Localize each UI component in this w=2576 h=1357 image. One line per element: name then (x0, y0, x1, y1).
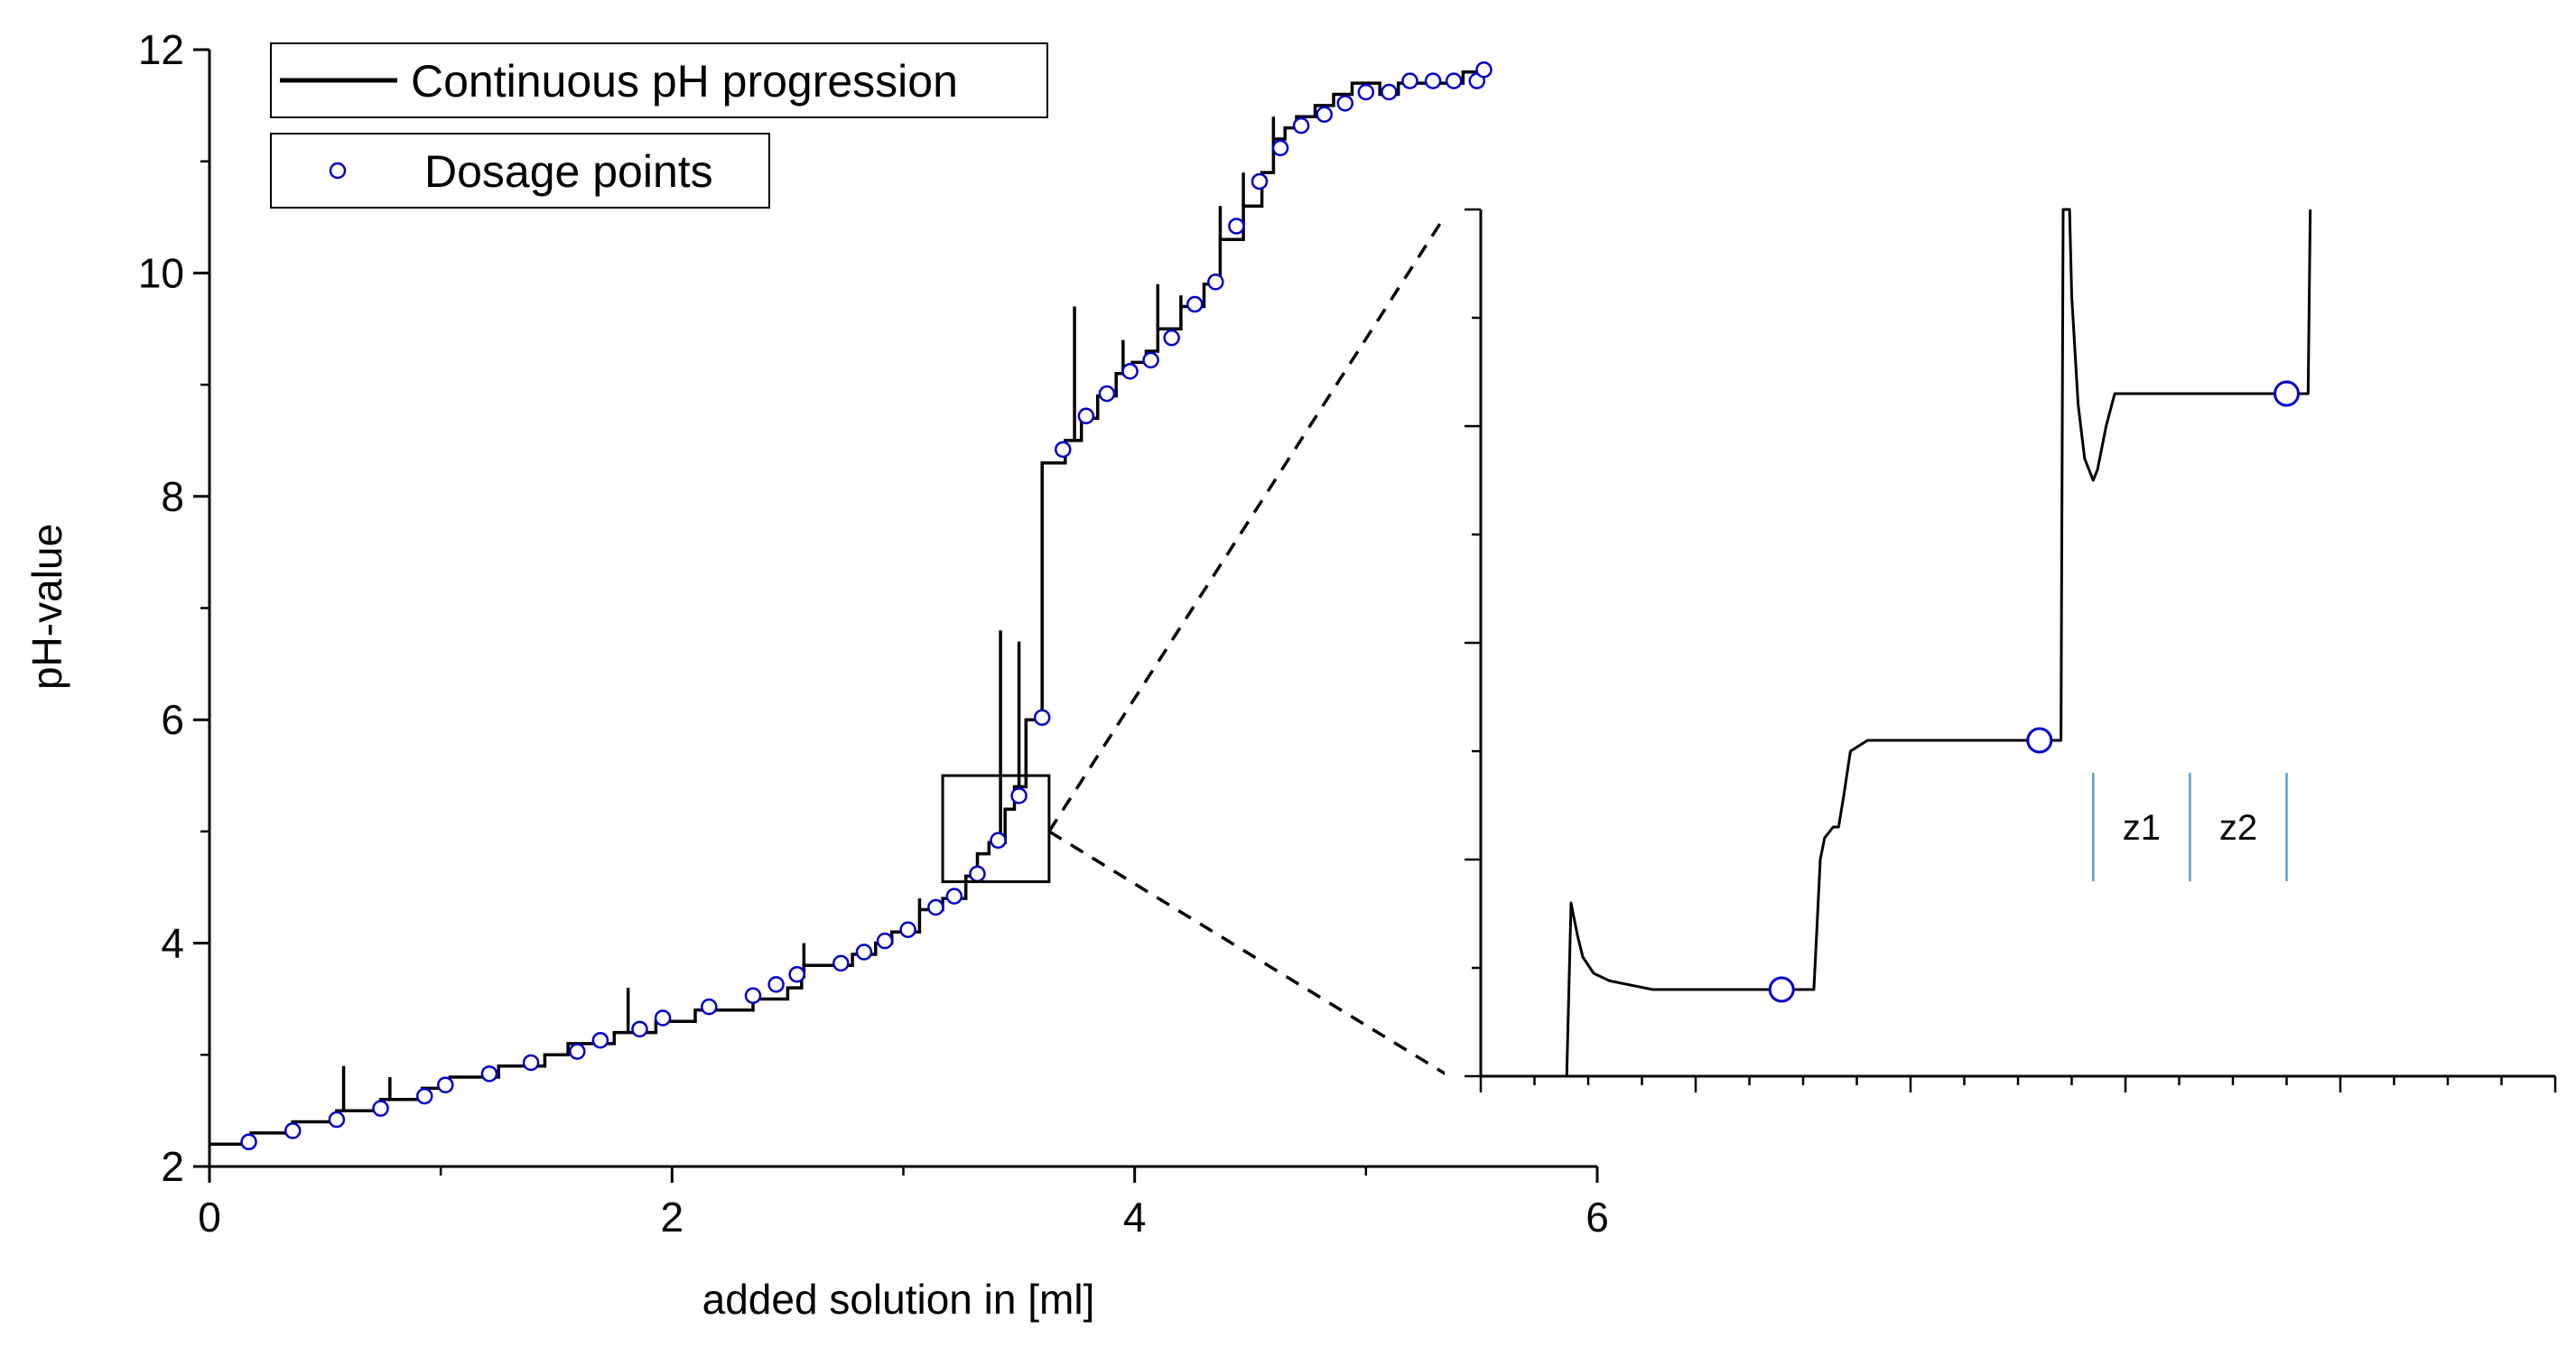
inset-plot: z1 z2 (1445, 190, 2564, 1092)
inset-y-ticks (1465, 208, 1481, 1078)
dosage-point (1336, 95, 1354, 112)
dosage-point (569, 1043, 586, 1060)
dosage-point (654, 1009, 672, 1027)
legend-box-line (270, 42, 1048, 118)
annotation-label: z1 (2123, 808, 2161, 848)
y-tick-label: 4 (161, 920, 184, 967)
dosage-point (591, 1031, 609, 1049)
dosage-point (1055, 441, 1072, 459)
dosage-point (1271, 139, 1289, 157)
dosage-point (1163, 329, 1180, 347)
dosage-point (701, 998, 718, 1016)
dosage-point (522, 1054, 540, 1072)
y-axis-label: pH-value (23, 524, 70, 690)
dosage-point (415, 1087, 433, 1105)
dosage-point (1142, 351, 1159, 369)
inset-dosage-point (1768, 976, 1795, 1003)
annotation-label: z2 (2219, 808, 2257, 848)
zoom-connectors (1047, 209, 1451, 1078)
legend-box-points (270, 133, 770, 209)
dosage-point (1098, 385, 1116, 403)
connector-line-bottom (1047, 830, 1450, 1078)
dosage-point (1445, 72, 1463, 89)
legend-label-points: Dosage points (424, 146, 713, 197)
dosage-point (1401, 72, 1418, 89)
dosage-point (1251, 172, 1269, 191)
y-tick-label: 8 (161, 473, 184, 520)
legend-marker-swatch (329, 162, 347, 180)
dosage-point (927, 898, 944, 916)
main-y-ticks: 2 4 6 8 10 12 (138, 26, 209, 1190)
y-tick-label: 2 (161, 1143, 184, 1190)
dosage-point (1207, 274, 1224, 291)
dosage-point (788, 965, 805, 983)
dosage-point (767, 976, 785, 993)
inset-dosage-point (2274, 380, 2300, 407)
legend-label-line: Continuous pH progression (411, 56, 958, 107)
series-line-continuous-ph (209, 70, 1482, 1147)
dosage-point (876, 932, 894, 950)
dosage-point (1010, 787, 1028, 804)
legend: Continuous pH progression Dosage points (270, 42, 1048, 209)
y-tick-label: 6 (161, 696, 184, 743)
dosage-point (899, 921, 916, 939)
main-series (209, 61, 1493, 1151)
x-tick-label: 4 (1123, 1194, 1147, 1241)
x-tick-label: 6 (1586, 1194, 1609, 1241)
dosage-point (990, 832, 1007, 850)
dosage-point (969, 865, 986, 883)
dosage-point (1316, 106, 1333, 123)
dosage-point (437, 1076, 454, 1093)
inset-series (1565, 208, 2312, 1077)
inset-background (1445, 190, 2564, 1085)
inset-dosage-point (2026, 727, 2053, 754)
y-tick-label: 10 (138, 249, 184, 296)
dosage-point (1475, 61, 1493, 79)
dosage-point (284, 1122, 302, 1139)
dosage-point (328, 1111, 346, 1129)
dosage-point (1292, 116, 1310, 135)
dosage-point (1077, 407, 1095, 424)
x-tick-label: 0 (198, 1194, 221, 1241)
x-tick-label: 2 (661, 1194, 684, 1241)
dosage-point (1228, 218, 1245, 235)
dosage-point (1121, 363, 1139, 380)
dosage-point (372, 1100, 389, 1117)
dosage-point (480, 1065, 498, 1083)
dosage-point (1033, 709, 1051, 726)
y-tick-label: 12 (138, 26, 184, 73)
dosage-point (631, 1020, 648, 1038)
dosage-point (240, 1133, 257, 1151)
dosage-point (1357, 83, 1375, 101)
inset-x-ticks (1479, 1076, 2557, 1092)
inset-annotations: z1 z2 (2092, 773, 2288, 881)
dosage-point (1381, 83, 1398, 101)
dosage-point (744, 987, 762, 1004)
inset-line-continuous-ph (1565, 208, 2312, 1077)
x-axis-label: added solution in [ml] (702, 1276, 1095, 1323)
dosage-point (1186, 295, 1204, 313)
main-x-ticks: 0 2 4 6 (198, 1166, 1609, 1241)
dosage-point (832, 954, 850, 972)
dosage-point (945, 888, 963, 905)
dosage-point (1424, 72, 1442, 89)
dosage-point (855, 943, 873, 961)
connector-line-top (1047, 209, 1451, 832)
